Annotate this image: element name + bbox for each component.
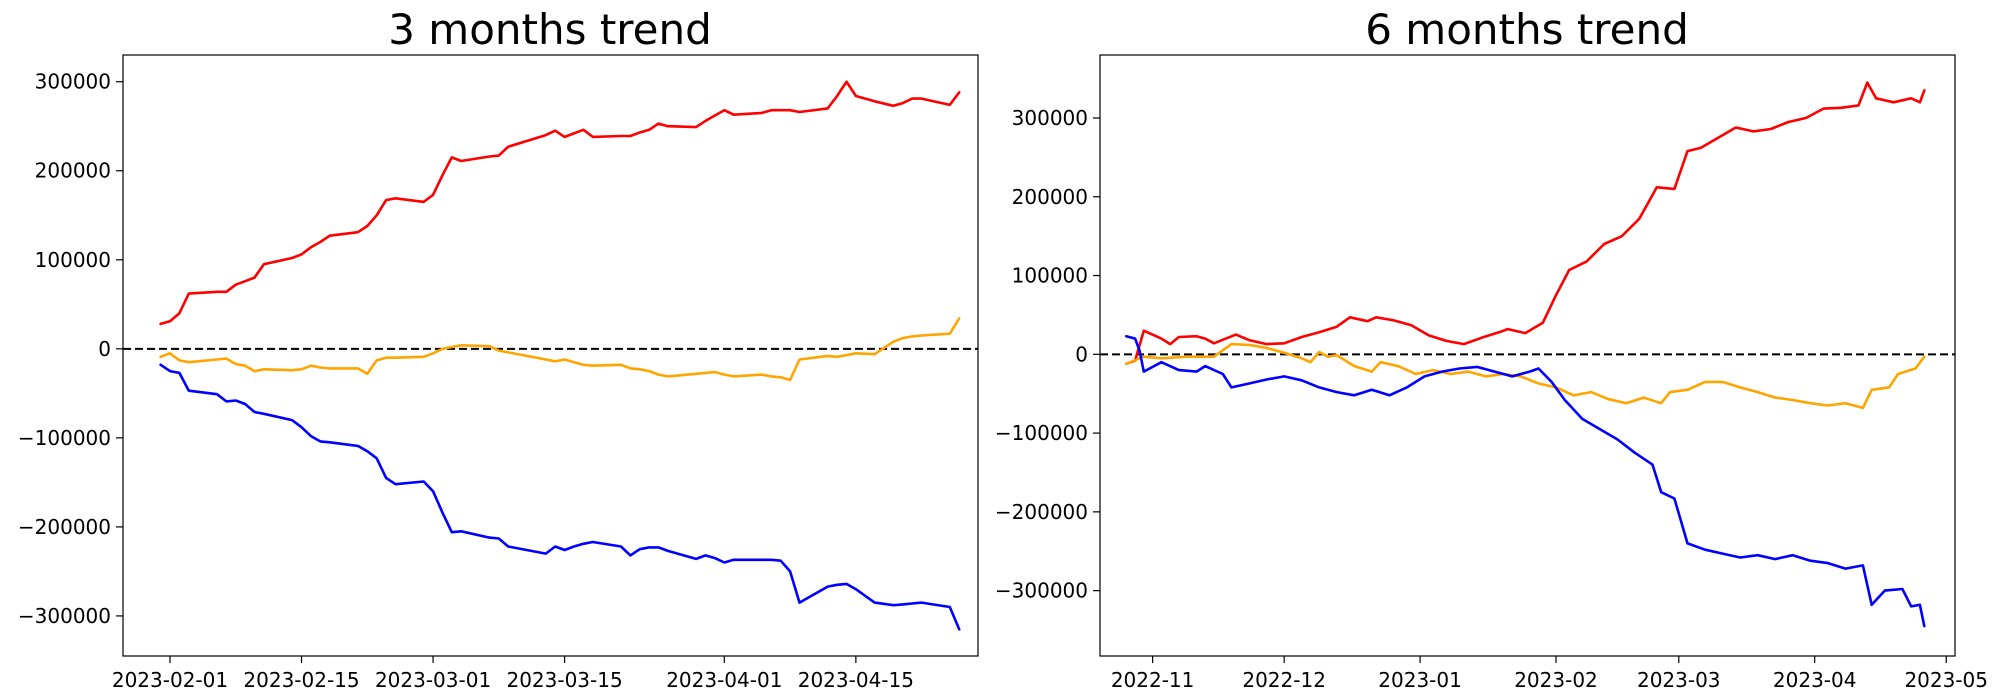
plot-area-3-months: 300000 200000 100000 0 −100000 −200000 −300000… xyxy=(18,70,978,692)
x-tick-label: 2023-02 xyxy=(1514,668,1598,692)
y-tick-label: −200000 xyxy=(995,500,1088,524)
x-tick-label: 2023-04-15 xyxy=(798,668,914,692)
axes-frame-6-months xyxy=(1099,54,1956,657)
y-tick-label: −200000 xyxy=(18,515,111,539)
y-tick-label: −300000 xyxy=(18,604,111,628)
y-tick-label: 100000 xyxy=(1012,264,1088,288)
panel-3-months: 3 months trend 300000 200000 100000 0 −10000… xyxy=(18,5,979,692)
x-tick-label: 2023-02-01 xyxy=(112,668,228,692)
x-tick-label: 2022-12 xyxy=(1242,668,1326,692)
panel-6-months: 6 months trend 300000 200000 100000 0 −10000… xyxy=(995,5,1988,692)
x-tick-label: 2023-02-15 xyxy=(243,668,359,692)
x-tick-label: 2023-04 xyxy=(1773,668,1857,692)
x-tick-label: 2023-01 xyxy=(1378,668,1462,692)
series-line-orange-6-months xyxy=(1125,342,1926,410)
series-line-red-3-months xyxy=(159,80,961,326)
y-tick-label: −100000 xyxy=(995,421,1088,445)
series-line-blue-6-months xyxy=(1125,334,1926,628)
chart-title-3-months: 3 months trend xyxy=(388,5,712,54)
y-tick-label: −100000 xyxy=(18,426,111,450)
chart-title-6-months: 6 months trend xyxy=(1365,5,1689,54)
x-tick-label: 2023-03 xyxy=(1637,668,1721,692)
series-line-blue-3-months xyxy=(159,363,961,631)
y-tick-label: −300000 xyxy=(995,579,1088,603)
y-tick-label: 200000 xyxy=(35,159,111,183)
x-tick-label: 2023-05 xyxy=(1904,668,1988,692)
x-tick-label: 2022-11 xyxy=(1111,668,1195,692)
series-line-orange-3-months xyxy=(159,317,961,382)
y-tick-label: 100000 xyxy=(35,248,111,272)
y-tick-label: 0 xyxy=(98,337,111,361)
x-tick-label: 2023-03-01 xyxy=(375,668,491,692)
axes-frame-3-months xyxy=(122,54,979,657)
x-tick-label: 2023-04-01 xyxy=(666,668,782,692)
series-line-red-6-months xyxy=(1125,81,1926,366)
y-tick-label: 300000 xyxy=(1012,106,1088,130)
y-tick-label: 300000 xyxy=(35,70,111,94)
y-tick-label: 200000 xyxy=(1012,185,1088,209)
y-tick-label: 0 xyxy=(1075,342,1088,366)
x-tick-label: 2023-03-15 xyxy=(506,668,622,692)
plot-area-6-months: 300000 200000 100000 0 −100000 −200000 −300000… xyxy=(995,81,1988,692)
